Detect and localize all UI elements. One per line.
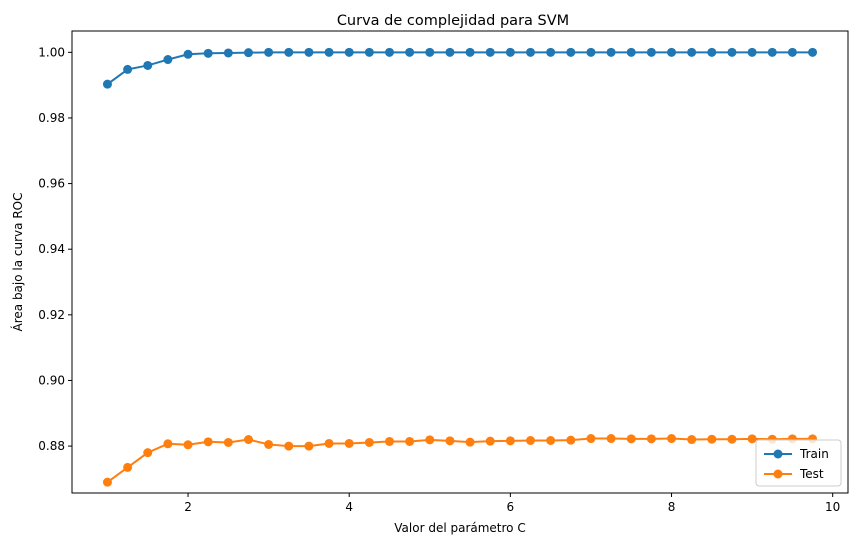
- data-point-train: [787, 47, 797, 57]
- data-point-test: [546, 436, 556, 445]
- y-axis-ticks: 0.88 0.90 0.92 0.94 0.96 0.98 1.00: [38, 45, 72, 453]
- legend-label: Train: [799, 447, 829, 461]
- data-point-test: [284, 441, 294, 451]
- data-point-test: [626, 434, 636, 444]
- x-tick-label: 8: [668, 500, 676, 514]
- data-point-test: [223, 437, 233, 447]
- series-train: [102, 47, 818, 89]
- data-point-train: [808, 47, 818, 57]
- data-point-train: [405, 47, 415, 57]
- legend-item-test: Test: [764, 467, 824, 481]
- data-point-test: [123, 462, 133, 472]
- data-point-train: [203, 48, 213, 58]
- y-tick-label: 0.94: [38, 242, 65, 256]
- data-point-test: [445, 436, 455, 446]
- data-point-train: [264, 47, 274, 57]
- legend-label: Test: [799, 467, 824, 481]
- data-point-test: [505, 436, 515, 446]
- data-point-train: [586, 47, 596, 57]
- x-tick-label: 4: [345, 500, 353, 514]
- data-point-train: [727, 47, 737, 57]
- legend-swatch-marker: [773, 449, 783, 459]
- data-point-train: [667, 47, 677, 57]
- y-axis-title: Área bajo la curva ROC: [10, 193, 25, 332]
- data-point-test: [405, 436, 415, 446]
- y-tick-label: 0.98: [38, 111, 65, 125]
- data-point-train: [183, 49, 193, 59]
- data-point-test: [687, 435, 697, 445]
- data-point-train: [364, 47, 374, 57]
- data-point-test: [364, 437, 374, 447]
- data-point-train: [526, 47, 536, 57]
- legend-item-train: Train: [764, 447, 829, 461]
- data-point-test: [485, 436, 495, 446]
- data-point-test: [384, 436, 394, 446]
- data-point-test: [304, 441, 314, 451]
- data-point-train: [284, 47, 294, 57]
- x-axis-ticks: 2 4 6 8 10: [184, 493, 840, 514]
- data-point-train: [465, 47, 475, 57]
- data-point-test: [566, 435, 576, 445]
- data-point-test: [667, 434, 677, 444]
- data-point-train: [606, 47, 616, 57]
- data-point-train: [223, 48, 233, 58]
- data-point-train: [243, 48, 253, 58]
- data-point-train: [304, 47, 314, 57]
- data-point-train: [163, 55, 173, 65]
- legend-swatch-marker: [773, 469, 783, 479]
- data-point-test: [163, 439, 173, 449]
- x-tick-label: 2: [184, 500, 192, 514]
- data-point-train: [485, 47, 495, 57]
- data-point-train: [143, 60, 153, 70]
- chart-title: Curva de complejidad para SVM: [337, 13, 569, 29]
- data-point-test: [183, 440, 193, 450]
- y-tick-label: 1.00: [38, 45, 65, 59]
- data-point-train: [344, 47, 354, 57]
- data-point-train: [646, 47, 656, 57]
- data-point-test: [203, 437, 213, 447]
- y-tick-label: 0.96: [38, 177, 65, 191]
- data-point-train: [123, 64, 133, 74]
- data-point-test: [526, 436, 536, 445]
- data-point-train: [626, 47, 636, 57]
- data-point-test: [264, 439, 274, 449]
- data-point-test: [425, 435, 435, 445]
- data-point-train: [384, 47, 394, 57]
- data-point-test: [243, 435, 253, 445]
- x-tick-label: 6: [507, 500, 515, 514]
- legend: Train Test: [755, 439, 842, 487]
- data-point-test: [747, 434, 757, 444]
- y-tick-label: 0.92: [38, 308, 65, 322]
- data-point-test: [606, 434, 616, 444]
- x-axis-title: Valor del parámetro C: [394, 521, 525, 535]
- data-point-test: [324, 438, 334, 448]
- data-point-test: [465, 437, 475, 447]
- data-point-train: [747, 47, 757, 57]
- y-tick-label: 0.90: [38, 373, 65, 387]
- data-point-train: [505, 47, 515, 57]
- data-point-train: [546, 47, 556, 57]
- data-point-train: [687, 47, 697, 57]
- data-point-train: [102, 79, 112, 89]
- data-point-train: [445, 47, 455, 57]
- data-point-test: [727, 434, 737, 444]
- data-point-test: [586, 434, 596, 444]
- data-point-test: [707, 434, 717, 444]
- data-point-test: [344, 438, 354, 448]
- data-point-train: [324, 47, 334, 57]
- data-point-train: [707, 47, 717, 57]
- x-tick-label: 10: [825, 500, 840, 514]
- data-point-test: [646, 434, 656, 444]
- y-tick-label: 0.88: [38, 439, 65, 453]
- data-point-train: [425, 47, 435, 57]
- data-point-train: [767, 47, 777, 57]
- axes-frame: [71, 30, 849, 494]
- data-point-test: [143, 448, 153, 458]
- data-point-test: [102, 477, 112, 487]
- data-point-train: [566, 47, 576, 57]
